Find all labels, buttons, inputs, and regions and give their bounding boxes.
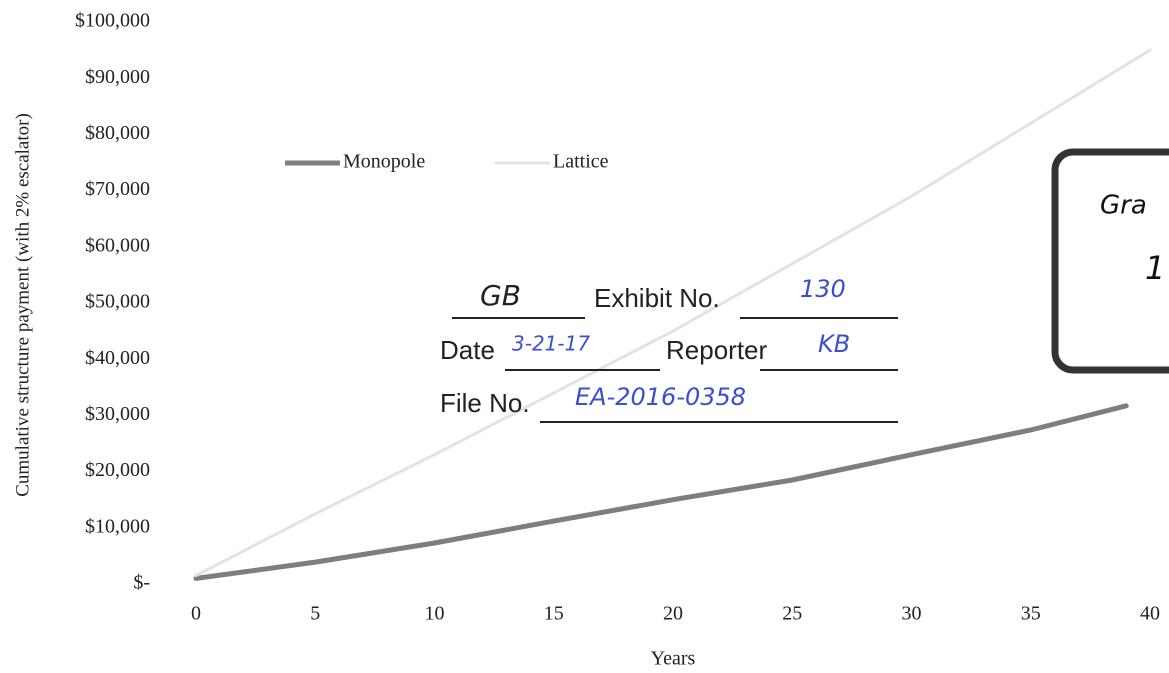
- stamp-value: KB: [818, 330, 850, 358]
- stamp-label: File No.: [440, 388, 530, 418]
- y-tick-label: $90,000: [85, 66, 150, 88]
- x-tick-label: 25: [782, 603, 802, 625]
- stamp-initials: GB: [480, 279, 521, 312]
- stamp-label: Exhibit No.: [594, 283, 720, 313]
- x-tick-label: 30: [902, 603, 922, 625]
- x-tick-label: 40: [1140, 603, 1160, 625]
- side-box: Gra 1: [1051, 148, 1169, 374]
- stamp-label: Date: [440, 335, 495, 365]
- y-tick-label: $-: [133, 572, 150, 594]
- y-tick-label: $60,000: [85, 234, 150, 256]
- legend-label: Monopole: [343, 151, 425, 173]
- series-line: [194, 48, 1152, 578]
- x-tick-label: 0: [191, 603, 201, 625]
- y-tick-label: $70,000: [85, 178, 150, 200]
- y-axis-title: Cumulative structure payment (with 2% es…: [12, 113, 33, 497]
- x-tick-label: 15: [544, 603, 564, 625]
- x-axis-title: Years: [651, 648, 696, 670]
- side-box-text: Gra: [1100, 191, 1147, 221]
- y-tick-label: $10,000: [85, 515, 150, 537]
- x-tick-label: 35: [1021, 603, 1041, 625]
- y-tick-label: $30,000: [85, 403, 150, 425]
- stamp-value: 130: [800, 275, 846, 303]
- series-line: [193, 403, 1129, 581]
- y-tick-label: $80,000: [85, 122, 150, 144]
- stamp-value: 3-21-17: [512, 332, 590, 356]
- stamp-value: EA-2016-0358: [575, 383, 746, 411]
- x-tick-label: 20: [663, 603, 683, 625]
- stamp: GB Exhibit No. 130 Date 3-21-17 Reporter…: [440, 275, 898, 423]
- stamp-label: Reporter: [666, 335, 767, 365]
- x-tick-label: 10: [425, 603, 445, 625]
- y-tick-label: $20,000: [85, 459, 150, 481]
- x-tick-label: 5: [310, 603, 320, 625]
- y-tick-label: $50,000: [85, 291, 150, 313]
- legend-label: Lattice: [553, 151, 609, 173]
- y-tick-label: $100,000: [75, 10, 150, 32]
- y-tick-label: $40,000: [85, 347, 150, 369]
- side-box-text: 1: [1145, 249, 1165, 287]
- side-box-frame: [1051, 148, 1169, 374]
